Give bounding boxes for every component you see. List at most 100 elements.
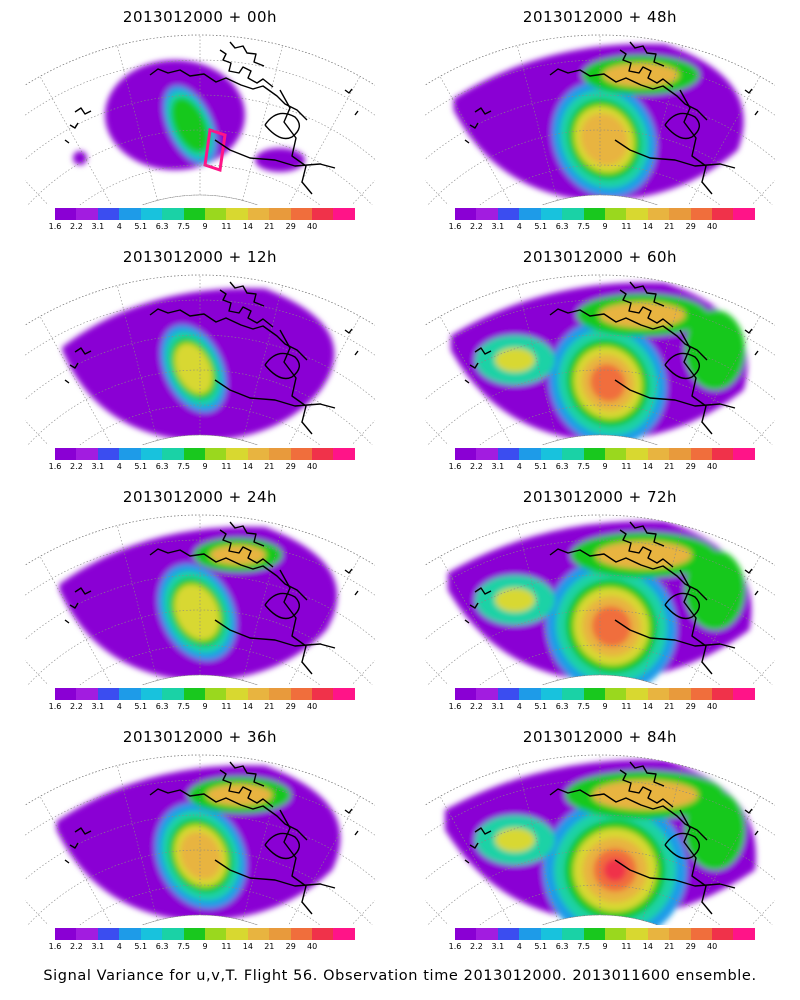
colorbar-tick-label: 7.5 xyxy=(177,222,190,231)
colorbar-segment xyxy=(226,208,248,220)
colorbar-segment xyxy=(604,688,627,700)
colorbar-segment xyxy=(55,688,77,700)
colorbar-tick-label: 11 xyxy=(621,462,632,471)
variance-map xyxy=(425,274,775,445)
colorbar-tick-label: 40 xyxy=(307,942,318,951)
colorbar-segment xyxy=(269,928,291,940)
colorbar-tick-label: 2.2 xyxy=(70,942,83,951)
colorbar-segment xyxy=(204,208,227,220)
colorbar-tick-label: 2.2 xyxy=(470,942,483,951)
colorbar-segment xyxy=(140,448,163,460)
colorbar-segment xyxy=(312,928,334,940)
colorbar-tick-label: 6.3 xyxy=(555,942,569,951)
map-panel-36h: 2013012000 + 36h 1.6 2.2 3.1 4 5.1 6.3 7.5 9 11 1… xyxy=(10,728,390,958)
colorbar-ticks: 1.6 2.2 3.1 4 5.1 6.3 7.5 9 11 14 21 29 40 xyxy=(440,462,770,474)
colorbar-segment xyxy=(455,688,477,700)
colorbar-ticks: 1.6 2.2 3.1 4 5.1 6.3 7.5 9 11 14 21 29 40 xyxy=(40,702,370,714)
panel-title: 2013012000 + 36h xyxy=(122,728,278,746)
panel-title: 2013012000 + 48h xyxy=(522,8,678,26)
colorbar-segment xyxy=(690,448,713,460)
colorbar-tick-label: 21 xyxy=(664,942,675,951)
colorbar-segment xyxy=(183,688,205,700)
colorbar-segment xyxy=(226,928,248,940)
panel-title: 2013012000 + 60h xyxy=(522,248,678,266)
map-panel-48h: 2013012000 + 48h 1.6 2.2 3.1 4 5.1 6.3 7.5 9 11 1… xyxy=(410,8,790,238)
colorbar-tick-label: 6.3 xyxy=(155,942,169,951)
colorbar-tick-label: 40 xyxy=(307,222,318,231)
variance-map xyxy=(425,754,775,925)
colorbar-tick-label: 14 xyxy=(642,942,653,951)
colorbar-tick-label: 2.2 xyxy=(70,462,83,471)
colorbar xyxy=(455,928,755,940)
colorbar-tick-label: 4 xyxy=(116,222,122,231)
coastline xyxy=(64,521,359,675)
colorbar-tick-label: 21 xyxy=(264,462,275,471)
variance-field xyxy=(59,526,338,681)
colorbar-tick-label: 2.2 xyxy=(70,222,83,231)
colorbar-segment xyxy=(690,688,713,700)
colorbar-segment xyxy=(669,928,691,940)
colorbar-tick-label: 29 xyxy=(285,702,296,711)
colorbar-tick-label: 1.6 xyxy=(448,462,462,471)
colorbar-segment xyxy=(476,928,498,940)
colorbar-tick-label: 40 xyxy=(707,942,718,951)
coastline xyxy=(64,281,359,435)
map-panel-12h: 2013012000 + 12h 1.6 2.2 3.1 4 5.1 6.3 7.5 9 11 1… xyxy=(10,248,390,478)
colorbar-segment xyxy=(583,208,605,220)
colorbar-segment xyxy=(712,928,734,940)
colorbar xyxy=(455,688,755,700)
colorbar-segment xyxy=(97,208,120,220)
colorbar-tick-label: 21 xyxy=(664,702,675,711)
colorbar-segment xyxy=(455,928,477,940)
colorbar-tick-label: 1.6 xyxy=(448,222,462,231)
colorbar-segment xyxy=(519,448,541,460)
colorbar-segment xyxy=(583,928,605,940)
colorbar-segment xyxy=(519,928,541,940)
colorbar-tick-label: 5.1 xyxy=(134,222,148,231)
colorbar-tick-label: 4 xyxy=(516,702,522,711)
colorbar-segment xyxy=(712,208,734,220)
colorbar-segment xyxy=(183,928,205,940)
colorbar-tick-label: 14 xyxy=(242,702,253,711)
colorbar-tick-label: 11 xyxy=(221,462,232,471)
colorbar-tick-label: 21 xyxy=(264,222,275,231)
coastline xyxy=(464,521,759,675)
variance-map xyxy=(425,34,775,205)
colorbar-tick-label: 29 xyxy=(285,222,296,231)
colorbar-segment xyxy=(712,448,734,460)
colorbar-tick-label: 9 xyxy=(202,942,208,951)
colorbar-tick-label: 2.2 xyxy=(470,222,483,231)
colorbar-tick-label: 7.5 xyxy=(577,702,590,711)
variance-field xyxy=(56,765,341,921)
colorbar-segment xyxy=(162,688,184,700)
colorbar-segment xyxy=(669,448,691,460)
colorbar-segment xyxy=(204,448,227,460)
colorbar-segment xyxy=(269,208,291,220)
map-panel-24h: 2013012000 + 24h 1.6 2.2 3.1 4 5.1 6.3 7.5 9 11 1… xyxy=(10,488,390,718)
variance-field xyxy=(450,282,748,445)
colorbar-segment xyxy=(733,928,755,940)
colorbar-segment xyxy=(562,448,584,460)
colorbar-tick-label: 4 xyxy=(516,222,522,231)
colorbar-segment xyxy=(97,688,120,700)
colorbar-segment xyxy=(269,448,291,460)
colorbar-tick-label: 40 xyxy=(707,702,718,711)
colorbar-segment xyxy=(604,448,627,460)
colorbar-tick-label: 40 xyxy=(307,702,318,711)
colorbar-segment xyxy=(647,208,670,220)
colorbar-segment xyxy=(626,688,648,700)
colorbar-segment xyxy=(333,688,355,700)
panel-title: 2013012000 + 00h xyxy=(122,8,278,26)
colorbar-segment xyxy=(562,208,584,220)
colorbar-segment xyxy=(226,448,248,460)
colorbar-tick-label: 3.1 xyxy=(91,462,105,471)
colorbar-tick-label: 14 xyxy=(642,702,653,711)
colorbar-tick-label: 1.6 xyxy=(48,222,62,231)
colorbar-tick-label: 3.1 xyxy=(91,222,105,231)
colorbar-segment xyxy=(333,448,355,460)
colorbar-tick-label: 5.1 xyxy=(134,702,148,711)
colorbar-tick-label: 5.1 xyxy=(534,462,548,471)
colorbar-tick-label: 3.1 xyxy=(491,462,505,471)
colorbar-segment xyxy=(247,448,270,460)
colorbar-segment xyxy=(247,928,270,940)
